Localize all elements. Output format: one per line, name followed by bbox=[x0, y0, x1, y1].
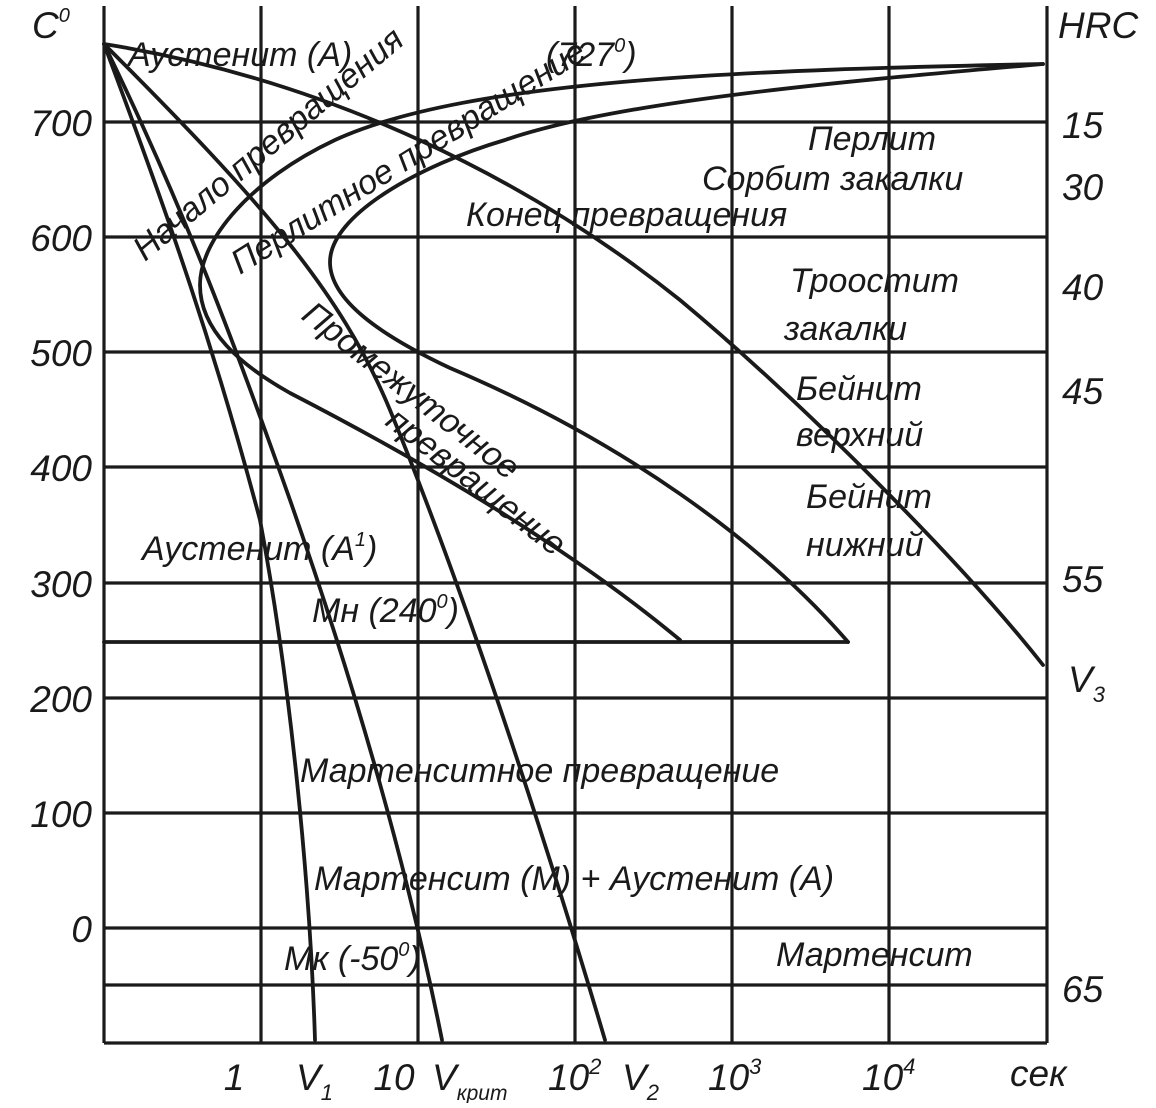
label-troostite-2: закалки bbox=[783, 310, 907, 348]
label-bainite-upper-1: Бейнит bbox=[796, 370, 922, 408]
label-mn: Мн (2400) bbox=[312, 591, 459, 630]
v2-cooling-curve bbox=[102, 42, 607, 1042]
label-bainite-upper-2: верхний bbox=[796, 416, 923, 454]
hrc-tick-55: 55 bbox=[1062, 559, 1104, 600]
x-tick-1000: 103 bbox=[708, 1054, 762, 1098]
hrc-tick-65: 65 bbox=[1062, 969, 1104, 1010]
label-martensite-austenite: Мартенсит (М) + Аустенит (А) bbox=[314, 860, 834, 898]
label-martensite: Мартенсит bbox=[776, 936, 973, 974]
y-axis-title: C0 bbox=[32, 5, 70, 46]
label-bainite-lower-1: Бейнит bbox=[806, 478, 932, 516]
label-martensitic-transformation: Мартенситное превращение bbox=[300, 752, 779, 790]
v1-label: V1 bbox=[296, 1057, 333, 1103]
y-tick-100: 100 bbox=[30, 794, 92, 835]
label-end-transformation: Конец превращения bbox=[466, 196, 787, 234]
v2-label: V2 bbox=[622, 1057, 659, 1103]
y-tick-400: 400 bbox=[30, 448, 92, 489]
label-sorbite: Сорбит закалки bbox=[702, 160, 963, 198]
x-tick-100: 102 bbox=[548, 1054, 601, 1098]
y-tick-600: 600 bbox=[30, 218, 92, 259]
y-tick-300: 300 bbox=[30, 564, 92, 605]
y-tick-200: 200 bbox=[29, 679, 92, 720]
start-transformation-curve bbox=[198, 62, 1045, 642]
bottom-axis: 1 V1 10 Vкрит 102 V2 103 104 сек bbox=[224, 1053, 1068, 1105]
v3-label: V3 bbox=[1068, 659, 1106, 707]
end-transformation-curve bbox=[328, 62, 1045, 644]
v3-cooling-curve bbox=[102, 42, 1045, 667]
y-tick-700: 700 bbox=[30, 103, 92, 144]
hrc-tick-15: 15 bbox=[1062, 105, 1104, 146]
hrc-tick-40: 40 bbox=[1062, 267, 1104, 308]
label-austenite-top: Аустенит (А) bbox=[126, 36, 352, 74]
curves bbox=[102, 42, 1045, 1042]
x-tick-1: 1 bbox=[224, 1057, 245, 1098]
right-axis: HRC 15 30 40 45 55 65 V3 bbox=[1058, 5, 1138, 1010]
label-austenite-a1: Аустенит (А1) bbox=[140, 529, 377, 568]
hrc-tick-30: 30 bbox=[1062, 167, 1104, 208]
label-pearlite: Перлит bbox=[808, 120, 936, 158]
y-tick-0: 0 bbox=[71, 909, 92, 950]
label-temp-727: (7270) bbox=[546, 35, 637, 74]
y-tick-500: 500 bbox=[30, 333, 92, 374]
vcrit-cooling-curve bbox=[102, 42, 444, 1042]
vcrit-label: Vкрит bbox=[432, 1057, 507, 1103]
label-bainite-lower-2: нижний bbox=[806, 526, 924, 564]
left-axis: C0 700 600 500 400 300 200 100 0 bbox=[29, 5, 92, 950]
hrc-tick-45: 45 bbox=[1062, 371, 1104, 412]
label-troostite-1: Троостит bbox=[790, 262, 959, 300]
grid bbox=[102, 6, 1049, 1045]
x-tick-10: 10 bbox=[373, 1057, 415, 1098]
hrc-title: HRC bbox=[1058, 5, 1138, 46]
v1-cooling-curve bbox=[102, 42, 317, 1042]
label-mk: Мк (-500) bbox=[284, 939, 421, 978]
x-tick-10000: 104 bbox=[862, 1054, 915, 1098]
x-unit-label: сек bbox=[1010, 1053, 1068, 1094]
